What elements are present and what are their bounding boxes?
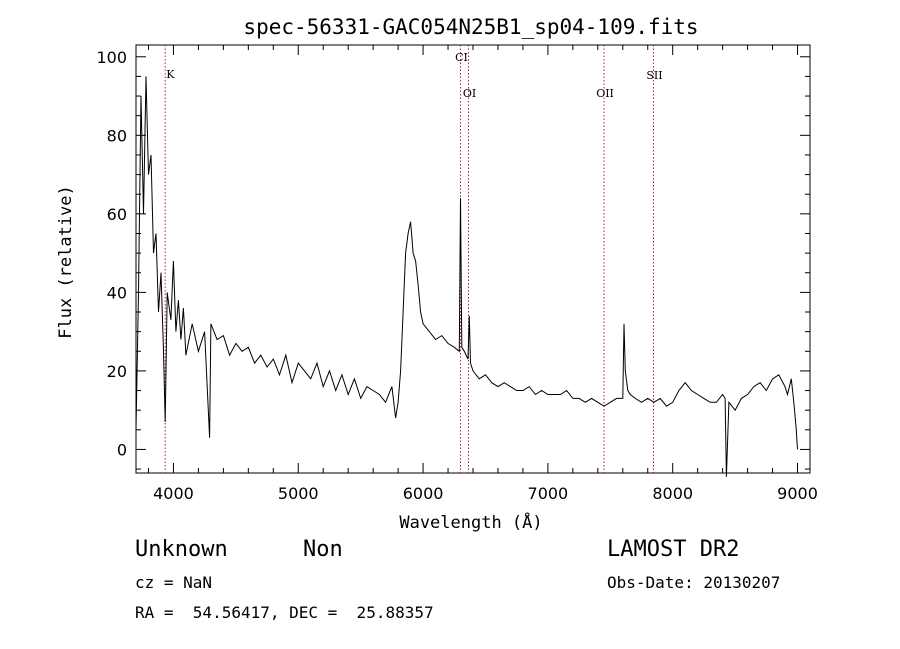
spectral-line-markers: K CI OI OII SII bbox=[164, 45, 663, 473]
survey-name: LAMOST DR2 bbox=[607, 537, 740, 562]
spectral-line-label: CI bbox=[455, 51, 468, 64]
x-axis-ticks: 4000 5000 6000 7000 8000 9000 bbox=[147, 45, 818, 503]
redshift-cz: cz = NaN bbox=[135, 573, 213, 592]
x-tick-label: 8000 bbox=[652, 484, 693, 503]
x-axis-label: Wavelength (Å) bbox=[399, 511, 542, 533]
y-axis-ticks: 0 20 40 60 80 100 bbox=[96, 48, 810, 470]
spectral-line-label: OII bbox=[596, 87, 614, 100]
x-tick-label: 5000 bbox=[278, 484, 319, 503]
x-tick-label: 7000 bbox=[528, 484, 569, 503]
spectral-line-label: OI bbox=[463, 87, 476, 100]
obs-date: Obs-Date: 20130207 bbox=[607, 573, 781, 592]
y-tick-label: 20 bbox=[107, 362, 127, 381]
x-tick-label: 4000 bbox=[153, 484, 194, 503]
y-axis-label: Flux (relative) bbox=[56, 185, 76, 339]
object-class: Unknown bbox=[135, 537, 228, 562]
x-tick-label: 6000 bbox=[403, 484, 444, 503]
object-subclass: Non bbox=[303, 537, 343, 562]
chart-title: spec-56331-GAC054N25B1_sp04-109.fits bbox=[243, 15, 698, 39]
y-tick-label: 0 bbox=[117, 440, 127, 459]
y-tick-label: 60 bbox=[107, 205, 127, 224]
spectrum-series-line bbox=[135, 76, 798, 477]
plot-frame bbox=[135, 44, 811, 474]
spectral-line-label: SII bbox=[646, 69, 662, 82]
ra-dec: RA = 54.56417, DEC = 25.88357 bbox=[135, 603, 434, 622]
y-tick-label: 100 bbox=[96, 48, 127, 67]
y-tick-label: 40 bbox=[107, 283, 127, 302]
spectral-line-label: K bbox=[166, 68, 175, 81]
y-tick-label: 80 bbox=[107, 126, 127, 145]
x-tick-label: 9000 bbox=[777, 484, 818, 503]
